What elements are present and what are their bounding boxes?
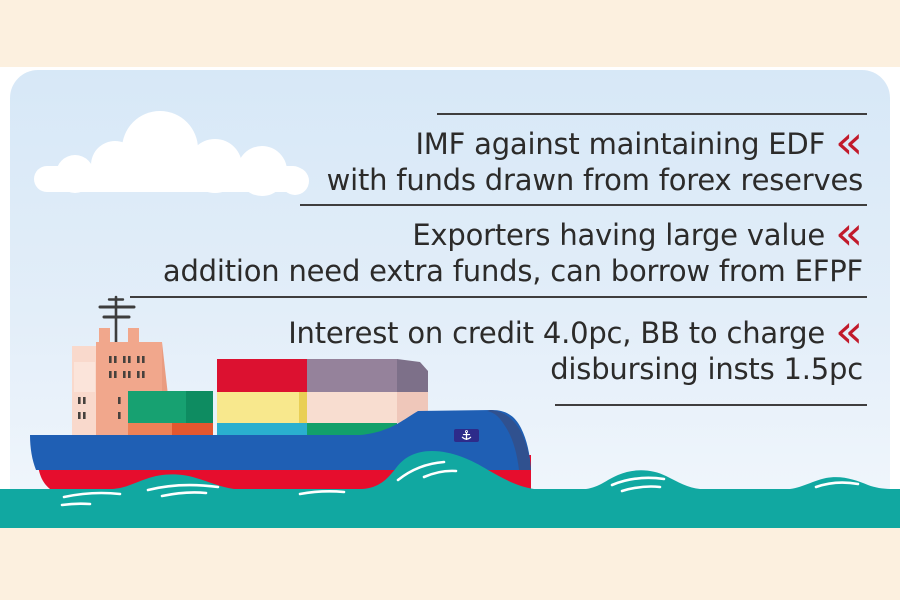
ship-windows <box>78 356 149 419</box>
notice-1-line-2: with funds drawn from forex reserves <box>326 163 864 197</box>
notice-2-line-2: addition need extra funds, can borrow fr… <box>162 254 863 288</box>
double-chevron-icon: « <box>835 206 863 260</box>
double-chevron-icon: « <box>835 115 863 169</box>
double-chevron-icon: « <box>835 304 863 358</box>
notice-block-2: Exporters having large value « addition … <box>162 206 863 289</box>
anchor-badge <box>454 429 479 442</box>
bow-shade <box>487 410 531 470</box>
cloud <box>34 111 309 196</box>
notice-2-line-1: Exporters having large value <box>412 218 826 252</box>
notice-3-line-2: disbursing insts 1.5pc <box>550 352 863 386</box>
divider-rule-top <box>437 113 867 115</box>
notice-block-1: IMF against maintaining EDF « with funds… <box>326 115 864 198</box>
divider-rule-bottom <box>555 404 867 406</box>
notice-block-3: Interest on credit 4.0pc, BB to charge «… <box>288 304 863 387</box>
hull-body <box>30 410 531 470</box>
notice-3-line-1: Interest on credit 4.0pc, BB to charge <box>288 316 826 350</box>
water <box>0 451 900 528</box>
divider-rule-3 <box>130 296 867 298</box>
wave-highlights <box>60 460 860 507</box>
notice-1-line-1: IMF against maintaining EDF <box>415 127 826 161</box>
anchor-icon <box>461 430 472 441</box>
cargo-containers <box>128 359 428 440</box>
sea <box>0 451 900 528</box>
divider-rule-2 <box>300 204 867 206</box>
